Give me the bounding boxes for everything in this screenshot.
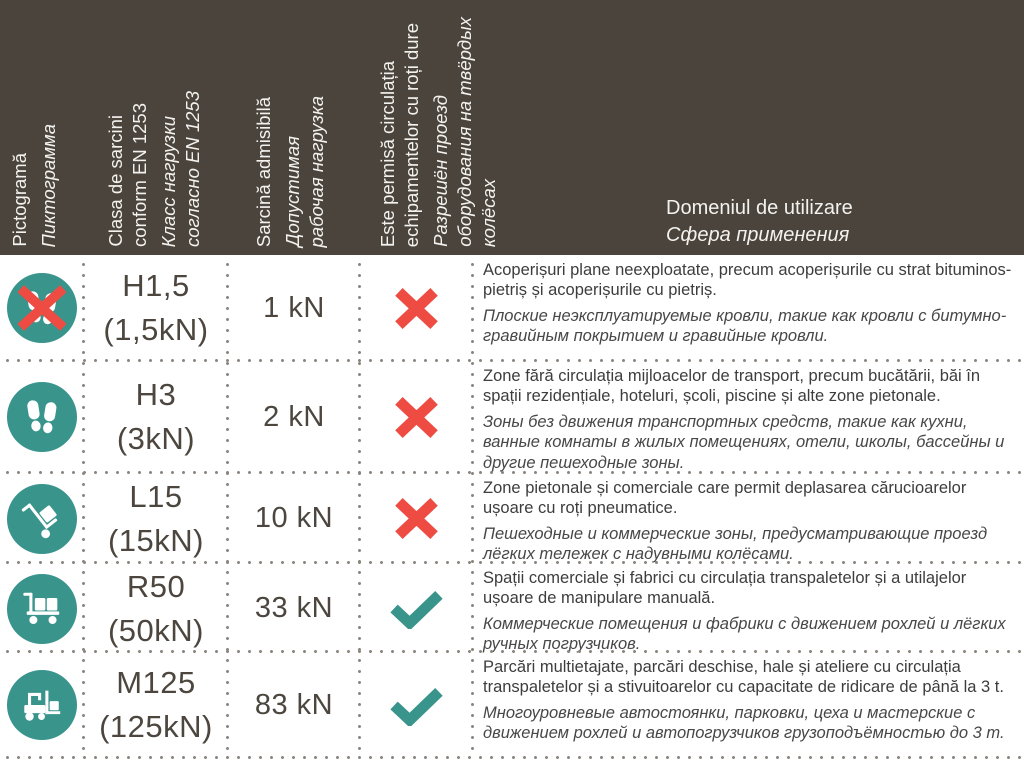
header-label-ru: Сфера применения [666, 224, 850, 246]
platform-cart-icon [7, 573, 77, 644]
header-col-hard-wheels: Este permisă circulația echipamentelor c… [376, 17, 501, 247]
table-header: Pictogramă Пиктограмма Clasa de sarcini … [0, 0, 1024, 255]
load-class-cell: M125 (125kN) [84, 652, 228, 758]
pictogram-cell [0, 361, 84, 473]
hard-wheels-cell [360, 652, 473, 758]
load-class: H3 [135, 377, 177, 413]
table-body: H1,5 (1,5kN) 1 kN Acoperișuri plane neex… [0, 255, 1024, 759]
cross-icon [395, 287, 438, 329]
check-icon [390, 591, 443, 630]
usage-text-ro: Acoperișuri plane neexploatate, precum a… [483, 261, 1012, 300]
usage-cell: Parcări multietajate, parcări deschise, … [473, 652, 1024, 758]
working-load-cell: 1 kN [228, 255, 360, 361]
hard-wheels-cell [360, 255, 473, 361]
table-row: M125 (125kN) 83 kN Parcări multietajate,… [0, 652, 1024, 759]
header-label-ru: Пиктограмма [38, 123, 59, 247]
pictogram-cell [0, 563, 84, 655]
header-label-ro: conform EN 1253 [129, 103, 150, 247]
header-col-pictogram: Pictogramă Пиктограмма [8, 124, 61, 247]
pictogram-cell [0, 255, 84, 361]
table-row: H1,5 (1,5kN) 1 kN Acoperișuri plane neex… [0, 255, 1024, 362]
table-row: R50 (50kN) 33 kN Spații comerciale și fa… [0, 563, 1024, 655]
header-label-ru: рабочая нагрузка [306, 95, 327, 247]
working-load-cell: 83 kN [228, 652, 360, 758]
header-label-ru: колёсах [478, 178, 499, 247]
header-label-ro: Domeniul de utilizare [666, 197, 853, 219]
usage-text-ro: Spații comerciale și fabrici cu circulaț… [483, 569, 967, 608]
working-load-cell: 2 kN [228, 361, 360, 473]
usage-text-ru: Плоские неэксплуатируемые кровли, такие … [483, 306, 1007, 346]
header-label-ru: Допустимая [282, 136, 303, 247]
hard-wheels-cell [360, 361, 473, 473]
hard-wheels-cell [360, 473, 473, 565]
pictogram-cell [0, 473, 84, 565]
usage-text-ru: Зоны без движения транспортных средств, … [483, 412, 1005, 472]
load-class: L15 [129, 478, 183, 514]
pictogram-cell [0, 652, 84, 758]
load-class-cell: H1,5 (1,5kN) [84, 255, 228, 361]
usage-text-ru: Коммерческие помещения и фабрики с движе… [483, 614, 1006, 654]
usage-cell: Zone fără circulația mijloacelor de tran… [473, 361, 1024, 473]
header-label-ru: согласно EN 1253 [182, 90, 203, 247]
load-class: R50 [126, 568, 186, 604]
table-row: L15 (15kN) 10 kN Zone pietonale și comer… [0, 473, 1024, 565]
working-load-cell: 10 kN [228, 473, 360, 565]
load-class: H1,5 [122, 268, 190, 303]
working-load: 10 kN [254, 502, 334, 535]
usage-text-ro: Zone pietonale și comerciale care permit… [483, 479, 967, 518]
load-class-cell: H3 (3kN) [84, 361, 228, 473]
usage-cell: Zone pietonale și comerciale care permit… [473, 473, 1024, 565]
table-row: H3 (3kN) 2 kN Zone fără circulația mijlo… [0, 361, 1024, 474]
header-label-ro: Pictogramă [9, 153, 30, 247]
working-load: 2 kN [263, 400, 325, 433]
usage-text-ru: Многоуровневые автостоянки, парковки, це… [483, 703, 1005, 743]
usage-cell: Acoperișuri plane neexploatate, precum a… [473, 255, 1024, 361]
no-entry-cross-icon [17, 285, 67, 331]
footprints-crossed-icon [7, 273, 77, 343]
column-divider [358, 255, 361, 758]
working-load: 1 kN [263, 291, 325, 324]
load-class-kn: (15kN) [107, 522, 204, 558]
usage-cell: Spații comerciale și fabrici cu circulaț… [473, 563, 1024, 655]
header-col-working-load: Sarcină admisibilă Допустимая рабочая на… [252, 96, 329, 247]
header-label-ro: Clasa de sarcini [105, 115, 126, 247]
hand-truck-icon [21, 503, 58, 539]
forklift-icon [24, 690, 61, 721]
load-class-kn: (50kN) [107, 612, 204, 648]
header-label-ro: Sarcină admisibilă [253, 96, 274, 247]
header-col-load-class: Clasa de sarcini conform EN 1253 Класс н… [104, 91, 205, 247]
forklift-icon [7, 670, 77, 740]
column-divider [82, 255, 85, 758]
load-class: M125 [116, 665, 196, 700]
header-label-ru: Разрешён проезд [430, 95, 451, 247]
header-col-usage: Domeniul de utilizare Сфера применения [666, 195, 853, 249]
column-divider [471, 255, 474, 758]
usage-text-ru: Пешеходные и коммерческие зоны, предусма… [483, 524, 988, 564]
hard-wheels-cell [360, 563, 473, 655]
header-label-ro: Este permisă circulația [377, 60, 398, 247]
hand-truck-icon [7, 483, 77, 554]
header-label-ro: echipamentelor cu roți dure [401, 22, 422, 247]
column-divider [226, 255, 229, 758]
load-class-kn: (1,5kN) [103, 312, 209, 347]
working-load: 33 kN [254, 592, 334, 625]
check-icon [390, 687, 443, 726]
working-load: 83 kN [254, 688, 334, 721]
load-class-cell: R50 (50kN) [84, 563, 228, 655]
cross-icon [395, 396, 438, 438]
cross-icon [395, 498, 438, 540]
usage-text-ro: Parcări multietajate, parcări deschise, … [483, 658, 1004, 697]
load-class-kn: (125kN) [99, 709, 213, 744]
usage-text-ro: Zone fără circulația mijloacelor de tran… [483, 367, 981, 406]
platform-cart-icon [23, 592, 60, 624]
working-load-cell: 33 kN [228, 563, 360, 655]
header-label-ru: оборудования на твёрдых [454, 17, 475, 247]
load-class-kn: (3kN) [116, 421, 196, 457]
header-label-ru: Класс нагрузки [158, 115, 179, 247]
load-class-cell: L15 (15kN) [84, 473, 228, 565]
footprints-icon [27, 400, 57, 434]
footprints-icon [7, 382, 77, 453]
